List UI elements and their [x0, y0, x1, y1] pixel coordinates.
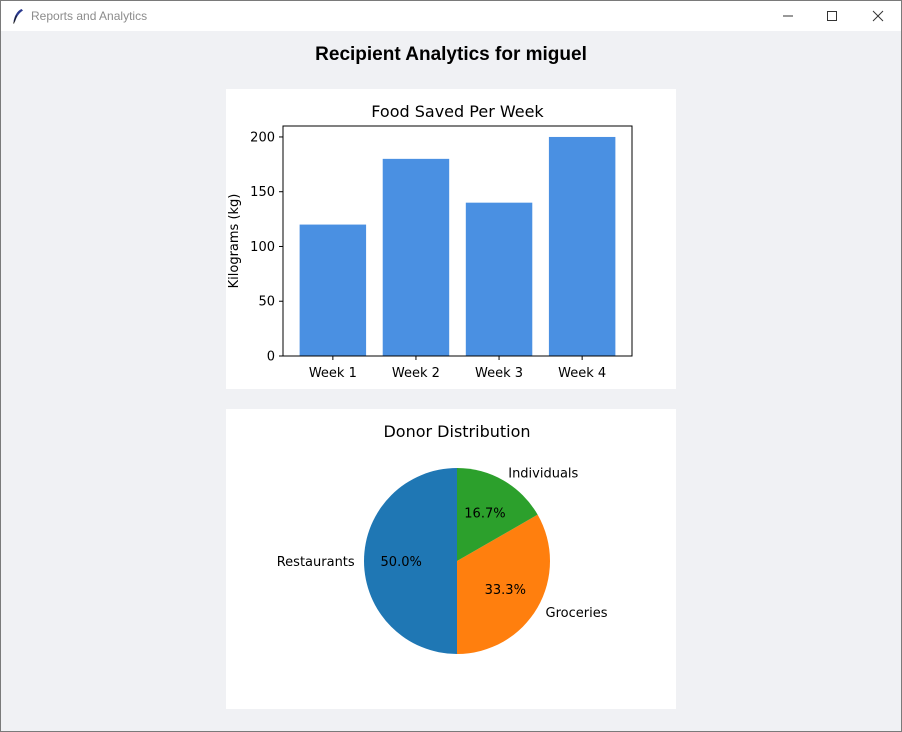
pie-slice — [457, 468, 538, 561]
y-tick-label: 150 — [250, 185, 275, 200]
x-tick-label: Week 4 — [558, 366, 606, 381]
pie-slice — [457, 514, 550, 654]
chart-title: Food Saved Per Week — [371, 102, 544, 121]
maximize-button[interactable] — [809, 1, 855, 31]
bar-chart-panel: Food Saved Per Week Week 1 Week 2 Week 3 Wee… — [226, 89, 676, 389]
close-icon — [872, 10, 884, 22]
bar — [299, 224, 367, 356]
pie-percent-label: 50.0% — [381, 555, 422, 570]
title-bar[interactable]: Reports and Analytics — [1, 1, 901, 31]
maximize-icon — [826, 10, 838, 22]
x-tick-label: Week 3 — [475, 366, 523, 381]
bar — [548, 136, 616, 356]
y-tick-label: 100 — [250, 240, 275, 255]
y-axis-label: Kilograms (kg) — [227, 194, 242, 289]
window-title: Reports and Analytics — [31, 9, 148, 23]
minimize-button[interactable] — [765, 1, 811, 31]
bar — [382, 158, 450, 356]
close-button[interactable] — [855, 1, 901, 31]
pie-label: Restaurants — [277, 555, 355, 570]
y-tick-label: 200 — [250, 130, 275, 145]
minimize-icon — [782, 10, 794, 22]
bar — [465, 202, 533, 356]
main-content: Recipient Analytics for miguel Food Save… — [1, 31, 901, 731]
feather-icon — [11, 8, 25, 24]
bar-chart: Food Saved Per Week Week 1 Week 2 Week 3 Wee… — [227, 102, 633, 381]
x-tick-label: Week 1 — [309, 366, 357, 381]
y-tick-label: 50 — [258, 295, 275, 310]
pie-slice — [364, 468, 457, 654]
y-tick-label: 0 — [267, 350, 275, 365]
pie-chart-panel: Donor Distribution Restaurants 50.0% Grocer… — [226, 409, 676, 709]
pie-label: Groceries — [546, 606, 608, 621]
pie-percent-label: 16.7% — [464, 507, 505, 522]
plot-frame — [282, 125, 633, 357]
x-tick-label: Week 2 — [392, 366, 440, 381]
pie-label: Individuals — [508, 466, 578, 481]
page-title: Recipient Analytics for miguel — [315, 44, 587, 65]
chart-title: Donor Distribution — [383, 422, 530, 441]
pie-percent-label: 33.3% — [485, 583, 526, 598]
pie-chart: Donor Distribution Restaurants 50.0% Grocer… — [277, 422, 608, 654]
